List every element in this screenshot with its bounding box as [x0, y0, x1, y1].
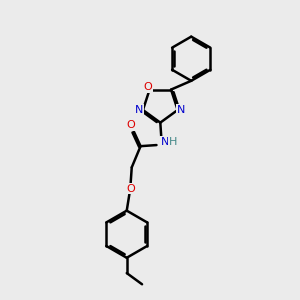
Text: O: O	[144, 82, 152, 92]
Text: O: O	[126, 184, 135, 194]
Text: N: N	[177, 105, 185, 115]
Text: N: N	[135, 105, 144, 115]
Text: N: N	[161, 137, 170, 147]
Text: H: H	[169, 137, 177, 147]
Text: O: O	[126, 120, 135, 130]
